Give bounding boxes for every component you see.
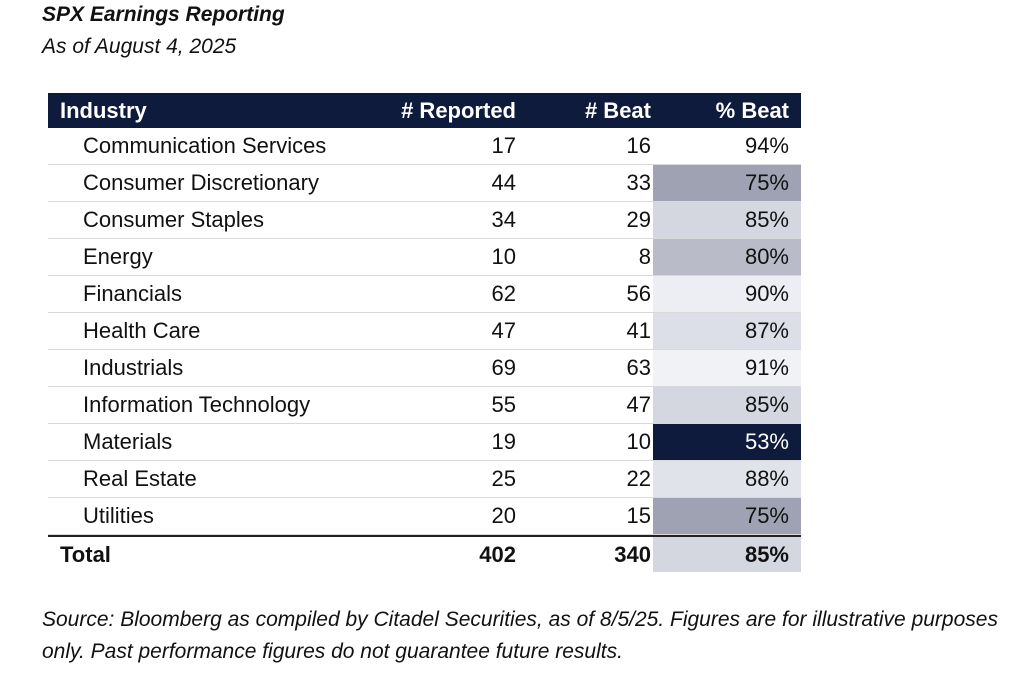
- beat-cell: 47: [626, 392, 651, 417]
- reported-cell: 62: [491, 281, 516, 306]
- table-row: Consumer Discretionary 44 33 75%: [48, 165, 801, 202]
- industry-cell: Consumer Staples: [83, 207, 264, 232]
- table-row: Consumer Staples 34 29 85%: [48, 202, 801, 239]
- industry-cell: Energy: [83, 244, 153, 269]
- total-label: Total: [60, 541, 111, 567]
- pct-beat-cell: 88%: [653, 461, 801, 497]
- industry-cell: Information Technology: [83, 392, 311, 417]
- pct-beat-cell: 75%: [653, 165, 801, 201]
- industry-cell: Materials: [83, 429, 173, 454]
- pct-beat-cell: 87%: [653, 313, 801, 349]
- source-note: Source: Bloomberg as compiled by Citadel…: [42, 608, 998, 663]
- pct-beat-cell: 75%: [653, 498, 801, 534]
- total-reported: 402: [479, 541, 516, 567]
- beat-cell: 63: [626, 355, 651, 380]
- beat-cell: 29: [626, 207, 651, 232]
- reported-cell: 47: [491, 318, 516, 343]
- table-row: Utilities 20 15 75%: [48, 498, 801, 535]
- industry-cell: Utilities: [83, 503, 154, 528]
- beat-cell: 56: [626, 281, 651, 306]
- beat-cell: 33: [626, 170, 651, 195]
- reported-cell: 17: [491, 133, 516, 158]
- industry-cell: Health Care: [83, 318, 201, 343]
- pct-beat-cell: 80%: [653, 239, 801, 275]
- page-title: SPX Earnings Reporting: [42, 3, 285, 26]
- industry-cell: Consumer Discretionary: [83, 170, 319, 195]
- header-industry: Industry: [60, 97, 147, 123]
- pct-beat-cell: 94%: [653, 128, 801, 164]
- table-row: Health Care 47 41 87%: [48, 313, 801, 350]
- industry-cell: Real Estate: [83, 466, 197, 491]
- table-header-row: Industry # Reported # Beat % Beat: [48, 93, 801, 128]
- beat-cell: 15: [626, 503, 651, 528]
- industry-cell: Financials: [83, 281, 183, 306]
- header-pct-beat: % Beat: [715, 97, 789, 123]
- reported-cell: 55: [491, 392, 516, 417]
- table-row: Financials 62 56 90%: [48, 276, 801, 313]
- table-row: Energy 10 8 80%: [48, 239, 801, 276]
- table-row: Information Technology 55 47 85%: [48, 387, 801, 424]
- header-beat: # Beat: [584, 97, 651, 123]
- beat-cell: 8: [638, 244, 651, 269]
- beat-cell: 41: [626, 318, 651, 343]
- pct-beat-cell: 85%: [653, 202, 801, 238]
- beat-cell: 16: [626, 133, 651, 158]
- table-body: Communication Services 17 16 94% Consumer Di…: [48, 128, 801, 535]
- total-pct-beat: 85%: [653, 537, 801, 572]
- table-row: Materials 19 10 53%: [48, 424, 801, 461]
- beat-cell: 10: [626, 429, 651, 454]
- pct-beat-cell: 91%: [653, 350, 801, 386]
- reported-cell: 10: [491, 244, 516, 269]
- earnings-table: Industry # Reported # Beat % Beat Commun…: [48, 93, 801, 572]
- total-beat: 340: [614, 541, 651, 567]
- table-row: Industrials 69 63 91%: [48, 350, 801, 387]
- reported-cell: 19: [491, 429, 516, 454]
- table-row: Communication Services 17 16 94%: [48, 128, 801, 165]
- pct-beat-cell: 53%: [653, 424, 801, 460]
- reported-cell: 44: [491, 170, 516, 195]
- reported-cell: 20: [491, 503, 516, 528]
- header-reported: # Reported: [401, 97, 516, 123]
- reported-cell: 25: [491, 466, 516, 491]
- pct-beat-cell: 85%: [653, 387, 801, 423]
- industry-cell: Communication Services: [83, 133, 327, 158]
- beat-cell: 22: [626, 466, 651, 491]
- page-subtitle: As of August 4, 2025: [42, 35, 237, 58]
- reported-cell: 69: [491, 355, 516, 380]
- table-row: Real Estate 25 22 88%: [48, 461, 801, 498]
- table-total-row: Total 402 340 85%: [48, 535, 801, 572]
- industry-cell: Industrials: [83, 355, 184, 380]
- pct-beat-cell: 90%: [653, 276, 801, 312]
- reported-cell: 34: [491, 207, 516, 232]
